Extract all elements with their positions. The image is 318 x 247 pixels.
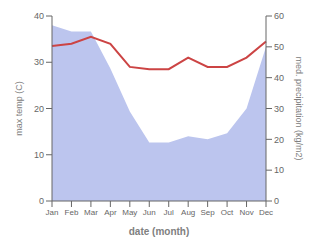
svg-text:Sep: Sep: [201, 208, 216, 217]
svg-text:Oct: Oct: [221, 208, 234, 217]
svg-text:10: 10: [274, 165, 284, 175]
svg-text:Jun: Jun: [143, 208, 156, 217]
svg-text:40: 40: [34, 11, 44, 21]
svg-text:Jan: Jan: [46, 208, 59, 217]
svg-text:0: 0: [274, 196, 279, 206]
svg-text:Apr: Apr: [104, 208, 117, 217]
svg-text:May: May: [122, 208, 137, 217]
svg-text:Nov: Nov: [239, 208, 253, 217]
svg-text:30: 30: [34, 57, 44, 67]
svg-text:40: 40: [274, 73, 284, 83]
svg-text:0: 0: [39, 196, 44, 206]
svg-text:20: 20: [274, 135, 284, 145]
svg-text:Dec: Dec: [259, 208, 273, 217]
svg-text:Mar: Mar: [84, 208, 98, 217]
svg-text:med. precipitation (kg/m2): med. precipitation (kg/m2): [294, 56, 304, 160]
svg-text:Feb: Feb: [65, 208, 79, 217]
svg-text:Aug: Aug: [181, 208, 195, 217]
svg-text:20: 20: [34, 104, 44, 114]
svg-text:30: 30: [274, 104, 284, 114]
svg-text:50: 50: [274, 42, 284, 52]
svg-text:10: 10: [34, 150, 44, 160]
svg-text:date (month): date (month): [129, 226, 190, 237]
svg-text:max temp (C): max temp (C): [14, 81, 24, 136]
svg-text:Jul: Jul: [164, 208, 174, 217]
svg-text:60: 60: [274, 11, 284, 21]
